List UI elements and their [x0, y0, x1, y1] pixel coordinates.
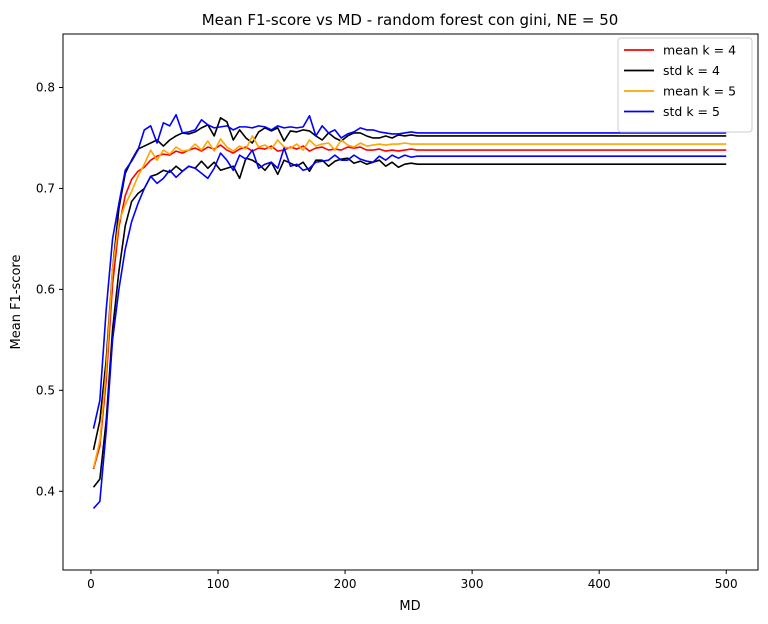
x-axis-label: MD [399, 599, 420, 614]
legend-box [617, 37, 753, 133]
legend-label: mean k = 4 [663, 43, 736, 58]
y-tick-label: 0.6 [36, 282, 55, 296]
y-tick-label: 0.8 [36, 80, 55, 94]
legend-label: std k = 5 [663, 104, 720, 119]
series-line-4 [92, 113, 727, 429]
x-tick-label: 100 [207, 577, 230, 591]
series-line-3 [92, 135, 727, 469]
x-tick-label: 0 [87, 577, 95, 591]
x-tick-label: 300 [461, 577, 484, 591]
x-tick-label: 400 [588, 577, 611, 591]
x-axis: 0 100 200 300 400 500 [87, 570, 738, 591]
y-tick-label: 0.5 [36, 383, 55, 397]
series-line-1 [92, 116, 727, 451]
plot-frame [62, 33, 759, 571]
chart-title: Mean F1-score vs MD - random forest con … [202, 11, 619, 29]
series-line-0 [92, 144, 727, 470]
y-tick-label: 0.4 [36, 484, 55, 498]
plot-lines [92, 113, 727, 509]
y-tick-label: 0.7 [36, 181, 55, 195]
x-tick-label: 200 [334, 577, 357, 591]
legend: mean k = 4 std k = 4 mean k = 5 std k = 5 [617, 37, 753, 133]
legend-label: mean k = 5 [663, 84, 736, 99]
y-axis-label: Mean F1-score [9, 255, 24, 350]
y-axis: 0.4 0.5 0.6 0.7 0.8 [36, 80, 63, 498]
series-line-5 [92, 147, 727, 509]
x-tick-label: 500 [715, 577, 738, 591]
legend-label: std k = 4 [663, 63, 720, 78]
